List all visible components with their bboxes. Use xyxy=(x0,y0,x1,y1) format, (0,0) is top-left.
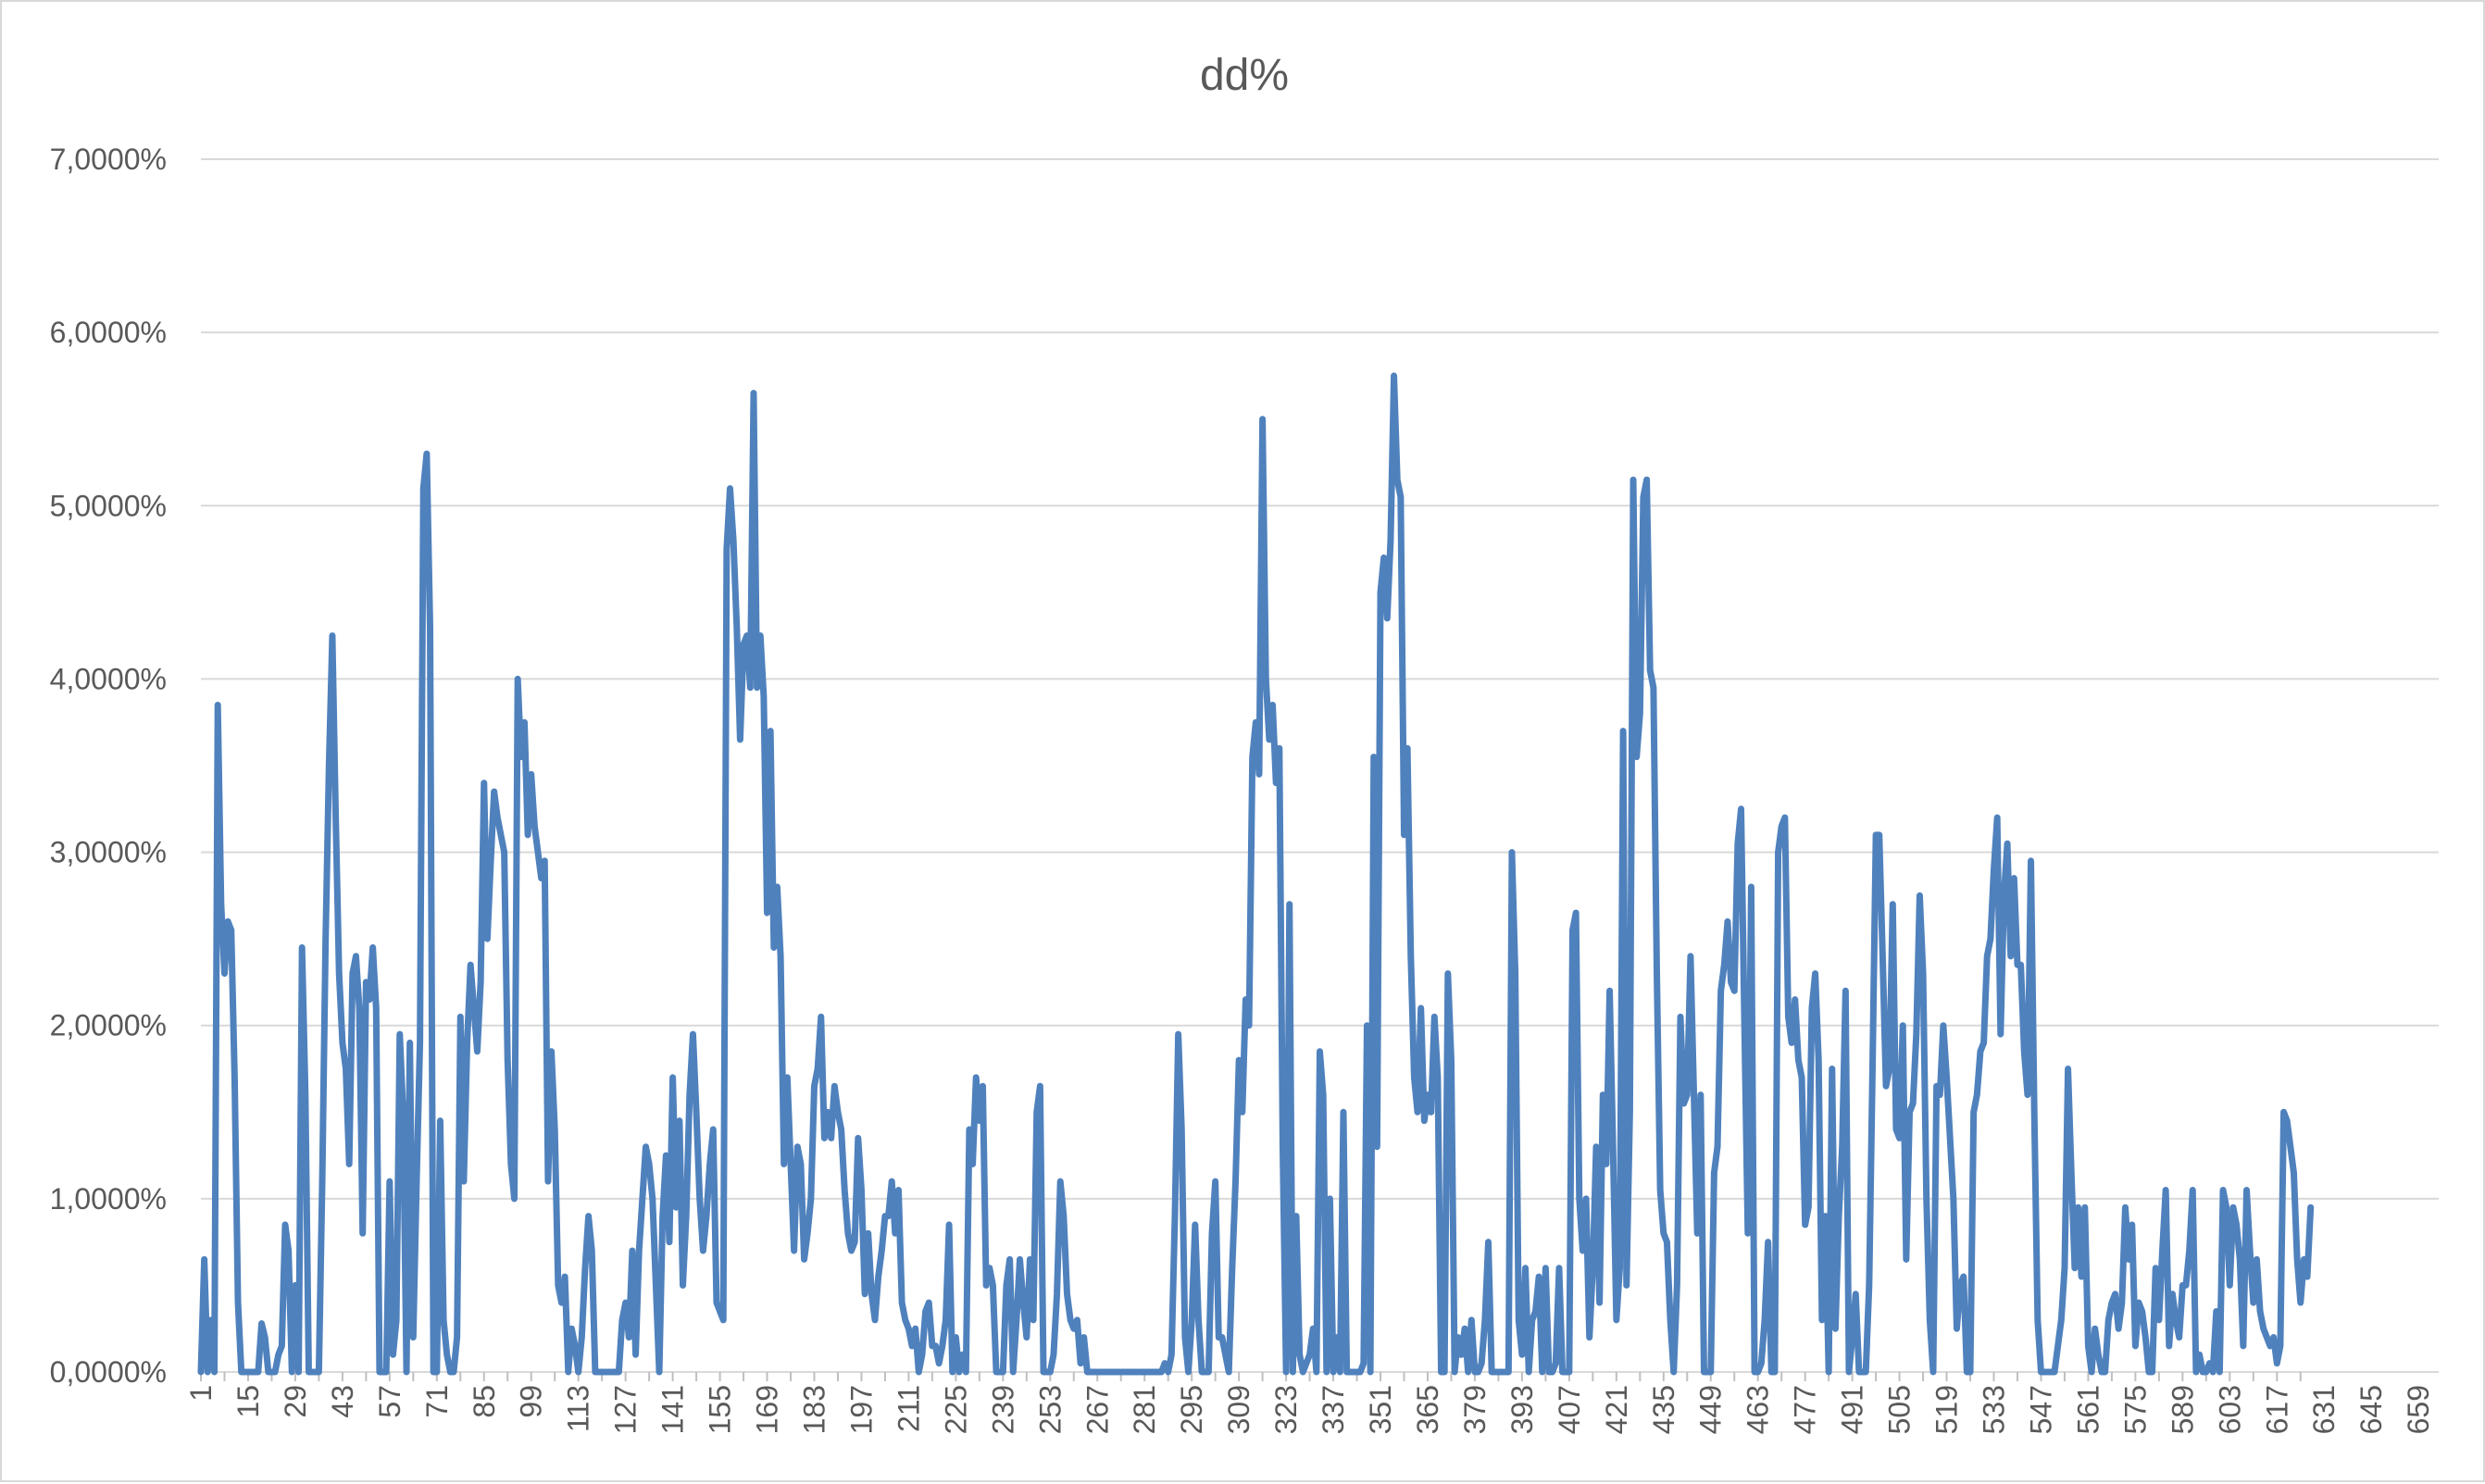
x-tick-label: 589 xyxy=(2166,1385,2199,1434)
y-tick-label: 7,0000% xyxy=(50,143,167,176)
x-tick-label: 463 xyxy=(1742,1385,1775,1434)
x-tick-label: 351 xyxy=(1364,1385,1397,1434)
x-tick-label: 323 xyxy=(1269,1385,1303,1434)
x-tick-label: 127 xyxy=(609,1385,643,1434)
x-tick-label: 449 xyxy=(1694,1385,1728,1434)
x-axis: 1 15 29 43 57 71 85 99 113 127 141 155 169 183 197 211 2… xyxy=(184,1371,2439,1434)
x-tick-label: 71 xyxy=(420,1385,454,1418)
x-tick-label: 575 xyxy=(2118,1385,2152,1434)
x-tick-label: 141 xyxy=(656,1385,690,1434)
x-tick-label: 211 xyxy=(892,1385,925,1432)
x-tick-label: 547 xyxy=(2024,1385,2057,1434)
x-tick-label: 197 xyxy=(844,1385,878,1434)
x-tick-label: 43 xyxy=(326,1385,359,1418)
x-tick-label: 155 xyxy=(704,1385,737,1434)
y-tick-label: 3,0000% xyxy=(50,836,167,869)
x-tick-label: 15 xyxy=(231,1385,265,1418)
x-tick-label: 169 xyxy=(751,1385,784,1434)
x-tick-label: 477 xyxy=(1789,1385,1822,1434)
x-tick-label: 561 xyxy=(2071,1385,2104,1434)
y-tick-label: 4,0000% xyxy=(50,662,167,695)
series-layer xyxy=(197,372,2315,1376)
x-tick-label: 407 xyxy=(1553,1385,1586,1434)
x-tick-label: 295 xyxy=(1175,1385,1208,1434)
x-tick-label: 645 xyxy=(2354,1385,2388,1434)
x-tick-label: 239 xyxy=(986,1385,1019,1434)
x-tick-label: 365 xyxy=(1411,1385,1444,1434)
x-tick-label: 337 xyxy=(1317,1385,1350,1434)
x-tick-label: 617 xyxy=(2260,1385,2293,1434)
x-tick-label: 225 xyxy=(939,1385,972,1434)
x-tick-label: 393 xyxy=(1505,1385,1539,1434)
x-tick-label: 491 xyxy=(1836,1385,1869,1434)
x-tick-label: 113 xyxy=(562,1385,595,1432)
x-tick-label: 659 xyxy=(2402,1385,2435,1434)
x-tick-label: 183 xyxy=(797,1385,830,1434)
x-tick-label: 533 xyxy=(1978,1385,2011,1434)
x-tick-label: 57 xyxy=(373,1385,406,1418)
x-tick-label: 421 xyxy=(1600,1385,1633,1434)
x-tick-label: 1 xyxy=(184,1385,218,1402)
x-tick-label: 281 xyxy=(1128,1385,1161,1434)
y-tick-label: 0,0000% xyxy=(50,1355,167,1389)
y-tick-label: 1,0000% xyxy=(50,1182,167,1216)
y-tick-label: 2,0000% xyxy=(50,1009,167,1042)
x-tick-label: 267 xyxy=(1080,1385,1114,1434)
series-line xyxy=(197,372,2315,1376)
chart-title: dd% xyxy=(1200,51,1289,100)
x-tick-label: 603 xyxy=(2213,1385,2246,1434)
x-tick-label: 85 xyxy=(468,1385,501,1418)
y-tick-label: 6,0000% xyxy=(50,316,167,349)
x-tick-label: 435 xyxy=(1647,1385,1680,1434)
x-tick-label: 505 xyxy=(1883,1385,1917,1434)
gridlines xyxy=(201,158,2439,1200)
x-tick-label: 309 xyxy=(1222,1385,1255,1434)
x-tick-label: 253 xyxy=(1033,1385,1067,1434)
y-axis-labels: 0,0000% 1,0000% 2,0000% 3,0000% 4,0000% 5,000… xyxy=(50,143,167,1389)
x-tick-label: 29 xyxy=(279,1385,312,1418)
x-tick-label: 519 xyxy=(1930,1385,1964,1434)
x-tick-label: 631 xyxy=(2307,1385,2341,1434)
x-tick-label: 99 xyxy=(515,1385,548,1418)
y-tick-label: 5,0000% xyxy=(50,489,167,522)
x-tick-label: 379 xyxy=(1458,1385,1492,1434)
